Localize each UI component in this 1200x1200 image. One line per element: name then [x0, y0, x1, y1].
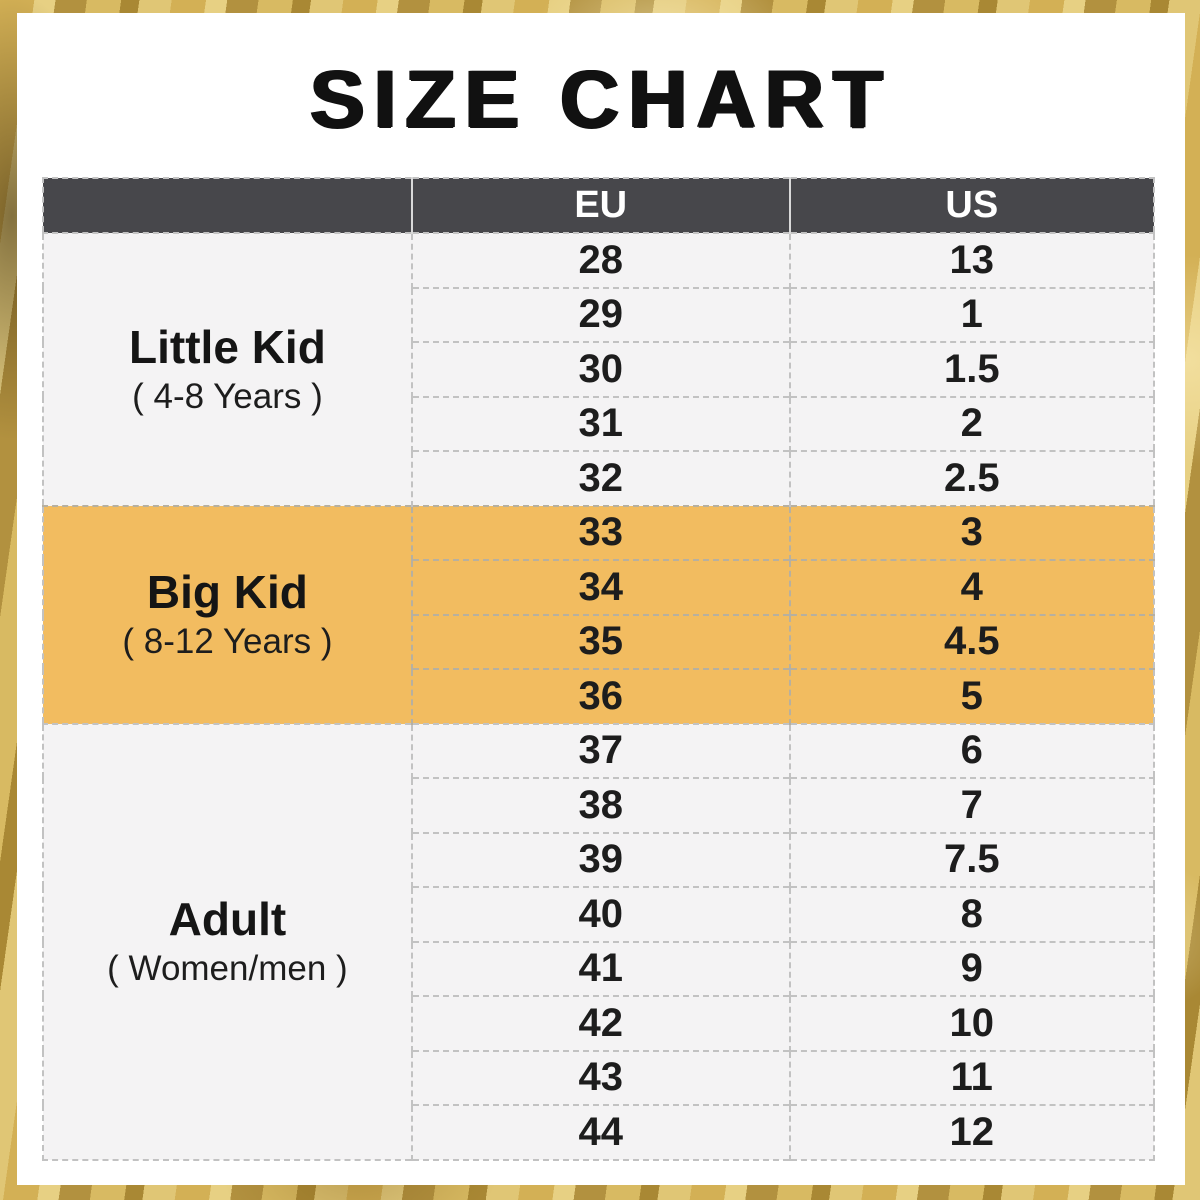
eu-size-cell: 31 — [410, 395, 790, 451]
category-label: Big Kid — [146, 566, 308, 619]
table-row: 32 2.5 — [43, 450, 1154, 506]
us-size-cell: 3 — [788, 504, 1154, 560]
eu-size-cell: 40 — [410, 886, 790, 942]
us-size-cell: 11 — [788, 1049, 1154, 1105]
table-row: Adult( Women/men ) 37 6 — [43, 722, 1154, 1160]
us-size-cell: 10 — [788, 995, 1154, 1051]
category-note: ( 8-12 Years ) — [122, 621, 333, 661]
category-label: Adult — [168, 893, 287, 946]
us-size-cell: 8 — [788, 886, 1154, 942]
table-row: 30 1.5 — [43, 341, 1154, 397]
eu-size-cell: 33 — [410, 504, 790, 560]
eu-size-cell: 28 — [410, 232, 790, 288]
us-size-cell: 2.5 — [788, 450, 1154, 506]
eu-size-cell: 44 — [410, 1104, 790, 1160]
size-chart-card: SIZE CHART EU US Little Kid( 4-8 Years )… — [17, 13, 1185, 1185]
category-note: ( 4-8 Years ) — [132, 376, 323, 416]
eu-size-cell: 30 — [410, 341, 790, 397]
table-row: 41 9 — [43, 940, 1154, 996]
table-row: 38 7 — [43, 777, 1154, 833]
table-row: 35 4.5 — [43, 613, 1154, 669]
table-row: 44 12 — [43, 1104, 1154, 1160]
category-note: ( Women/men ) — [107, 948, 348, 988]
us-size-cell: 1 — [788, 286, 1154, 342]
us-size-cell: 1.5 — [788, 341, 1154, 397]
eu-size-cell: 41 — [410, 940, 790, 996]
eu-size-cell: 37 — [410, 722, 790, 778]
table-row: 34 4 — [43, 559, 1154, 615]
eu-size-cell: 34 — [410, 559, 790, 615]
eu-size-cell: 29 — [410, 286, 790, 342]
title-area: SIZE CHART — [17, 13, 1185, 177]
us-size-cell: 7.5 — [788, 831, 1154, 887]
eu-size-cell: 43 — [410, 1049, 790, 1105]
eu-size-cell: 35 — [410, 613, 790, 669]
corner-header-cell — [43, 178, 412, 233]
size-chart-table: EU US Little Kid( 4-8 Years ) 28 13 29 1 30 1.… — [42, 177, 1155, 1161]
table-body: Little Kid( 4-8 Years ) 28 13 29 1 30 1.5 31 2 32… — [43, 232, 1154, 1160]
table-row: 36 5 — [43, 668, 1154, 724]
eu-size-cell: 39 — [410, 831, 790, 887]
table-row: 40 8 — [43, 886, 1154, 942]
us-column-header: US — [788, 178, 1154, 233]
table-row: 39 7.5 — [43, 831, 1154, 887]
us-size-cell: 2 — [788, 395, 1154, 451]
category-cell: Adult( Women/men ) — [43, 722, 412, 1160]
category-cell: Big Kid( 8-12 Years ) — [43, 504, 412, 724]
category-label: Little Kid — [129, 320, 326, 373]
eu-size-cell: 38 — [410, 777, 790, 833]
table-header-row: EU US — [43, 178, 1154, 233]
table-row: 43 11 — [43, 1049, 1154, 1105]
us-size-cell: 13 — [788, 232, 1154, 288]
eu-size-cell: 32 — [410, 450, 790, 506]
table-row: Little Kid( 4-8 Years ) 28 13 — [43, 232, 1154, 506]
table-row: 42 10 — [43, 995, 1154, 1051]
table-row: Big Kid( 8-12 Years ) 33 3 — [43, 504, 1154, 724]
table-row: 29 1 — [43, 286, 1154, 342]
us-size-cell: 7 — [788, 777, 1154, 833]
eu-size-cell: 36 — [410, 668, 790, 724]
eu-column-header: EU — [410, 178, 790, 233]
us-size-cell: 5 — [788, 668, 1154, 724]
category-cell: Little Kid( 4-8 Years ) — [43, 232, 412, 506]
us-size-cell: 9 — [788, 940, 1154, 996]
page-title: SIZE CHART — [310, 54, 892, 145]
us-size-cell: 4.5 — [788, 613, 1154, 669]
table-row: 31 2 — [43, 395, 1154, 451]
us-size-cell: 12 — [788, 1104, 1154, 1160]
us-size-cell: 4 — [788, 559, 1154, 615]
eu-size-cell: 42 — [410, 995, 790, 1051]
us-size-cell: 6 — [788, 722, 1154, 778]
